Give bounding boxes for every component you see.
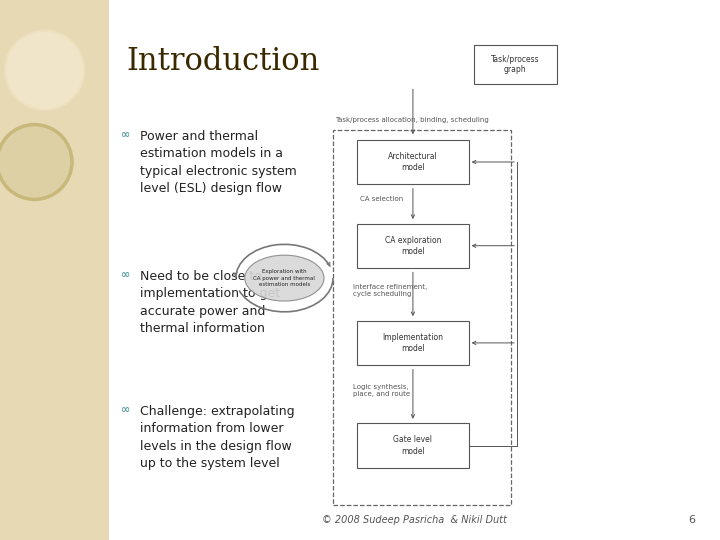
Text: Need to be close to
implementation to get
accurate power and
thermal information: Need to be close to implementation to ge… — [140, 270, 281, 335]
Text: Introduction: Introduction — [126, 46, 320, 77]
Text: ∞: ∞ — [121, 405, 130, 415]
Bar — [357, 224, 469, 268]
Text: 6: 6 — [688, 515, 695, 525]
Text: CA selection: CA selection — [360, 195, 403, 202]
Text: Power and thermal
estimation models in a
typical electronic system
level (ESL) d: Power and thermal estimation models in a… — [140, 130, 297, 195]
Bar — [357, 321, 469, 365]
Text: ∞: ∞ — [121, 130, 130, 140]
Text: ∞: ∞ — [121, 270, 130, 280]
Text: Gate level
model: Gate level model — [393, 435, 433, 456]
Bar — [0, 0, 109, 540]
Bar — [333, 130, 511, 505]
Text: Challenge: extrapolating
information from lower
levels in the design flow
up to : Challenge: extrapolating information fro… — [140, 405, 295, 470]
Text: Interface refinement,
cycle scheduling: Interface refinement, cycle scheduling — [353, 284, 427, 297]
Text: Task/process allocation, binding, scheduling: Task/process allocation, binding, schedu… — [335, 117, 489, 123]
Bar — [474, 45, 557, 84]
Bar — [357, 423, 469, 468]
Text: Task/process
graph: Task/process graph — [491, 55, 539, 74]
Text: Architectural
model: Architectural model — [388, 152, 438, 172]
Text: Logic synthesis,
place, and route: Logic synthesis, place, and route — [353, 383, 410, 397]
Text: Implementation
model: Implementation model — [382, 333, 444, 353]
Ellipse shape — [245, 255, 324, 301]
Ellipse shape — [5, 31, 84, 110]
Text: CA exploration
model: CA exploration model — [384, 235, 441, 256]
Text: Exploration with
CA power and thermal
estimation models: Exploration with CA power and thermal es… — [253, 269, 315, 287]
Bar — [357, 140, 469, 184]
Text: © 2008 Sudeep Pasricha  & Nikil Dutt: © 2008 Sudeep Pasricha & Nikil Dutt — [322, 515, 506, 525]
Ellipse shape — [0, 125, 72, 199]
